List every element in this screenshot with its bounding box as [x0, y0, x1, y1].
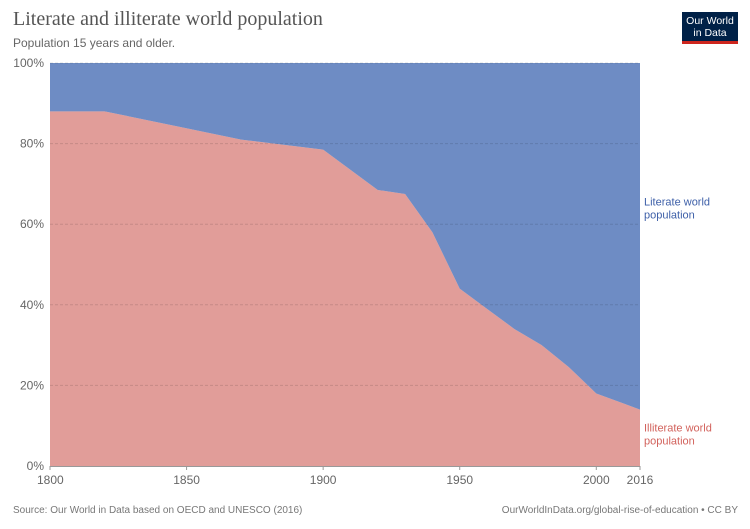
chart-title: Literate and illiterate world population: [13, 8, 323, 30]
area-literate[interactable]: [50, 63, 640, 410]
literate-label-line-2: population: [644, 210, 695, 222]
y-tick-label: 100%: [13, 56, 44, 70]
x-tick-label: 1950: [446, 473, 473, 487]
x-tick-label: 1800: [37, 473, 64, 487]
x-tick-label: 2000: [583, 473, 610, 487]
illiterate-label-line-2: population: [644, 435, 695, 447]
logo-line-1: Our World: [686, 15, 734, 27]
y-tick-label: 0%: [27, 459, 45, 473]
illiterate-label-line-1: Illiterate world: [644, 422, 712, 434]
axes: 0% 20% 40% 60% 80% 100% 1800 1850 1900 1950 2000 20…: [13, 56, 653, 487]
x-tick-label: 1850: [173, 473, 200, 487]
source-url[interactable]: OurWorldInData.org/global-rise-of-educat…: [501, 505, 738, 516]
area-series: [50, 63, 640, 467]
source-note: Source: Our World in Data based on OECD …: [13, 505, 303, 516]
logo-line-2: in Data: [693, 27, 727, 39]
owid-logo[interactable]: Our World in Data: [682, 12, 738, 44]
x-tick-label: 2016: [627, 473, 654, 487]
x-tick-label: 1900: [310, 473, 337, 487]
area-illiterate[interactable]: [50, 111, 640, 467]
literate-label-line-1: Literate world: [644, 197, 710, 209]
y-tick-label: 60%: [20, 217, 44, 231]
y-tick-label: 20%: [20, 378, 44, 392]
y-tick-label: 80%: [20, 137, 44, 151]
y-tick-label: 40%: [20, 298, 44, 312]
chart-subtitle: Population 15 years and older.: [13, 36, 176, 50]
